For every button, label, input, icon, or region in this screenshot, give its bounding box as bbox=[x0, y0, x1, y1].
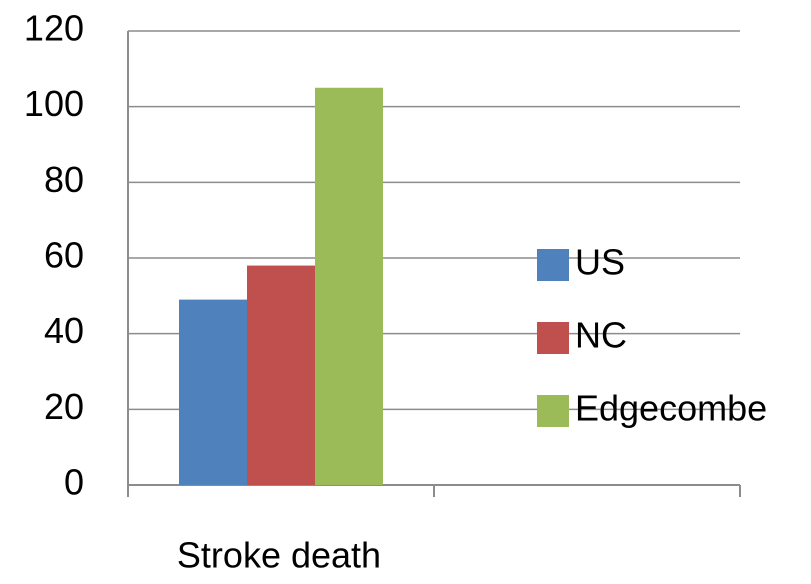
y-tick-label: 0 bbox=[64, 462, 84, 503]
bar bbox=[315, 87, 383, 485]
y-tick-label: 120 bbox=[24, 8, 84, 49]
bar bbox=[179, 299, 247, 485]
y-tick-label: 80 bbox=[44, 159, 84, 200]
legend-label: NC bbox=[575, 315, 627, 356]
legend-label: Edgecombe bbox=[575, 388, 767, 429]
legend-swatch bbox=[537, 249, 569, 281]
legend-swatch bbox=[537, 395, 569, 427]
bar bbox=[247, 265, 315, 485]
y-tick-label: 60 bbox=[44, 235, 84, 276]
legend-swatch bbox=[537, 322, 569, 354]
y-tick-label: 100 bbox=[24, 83, 84, 124]
y-tick-label: 20 bbox=[44, 386, 84, 427]
legend-label: US bbox=[575, 242, 625, 283]
x-tick-label: Stroke death bbox=[177, 535, 381, 576]
y-tick-label: 40 bbox=[44, 310, 84, 351]
